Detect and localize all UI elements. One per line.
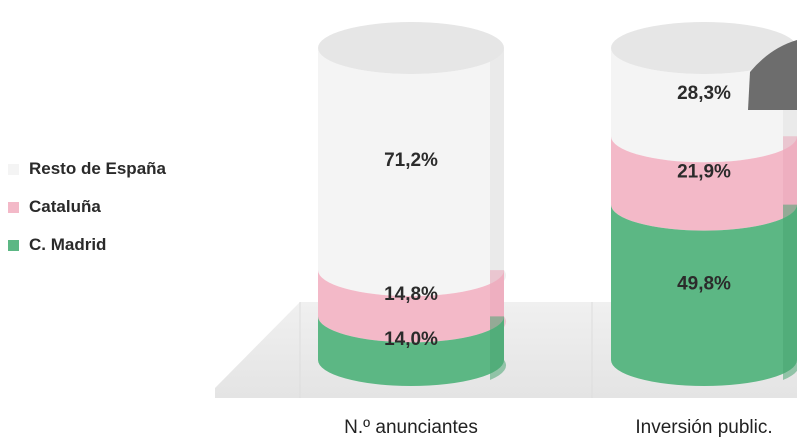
- segment-shade: [783, 204, 797, 380]
- segment-shade: [490, 316, 507, 380]
- legend: Resto de España Cataluña C. Madrid: [8, 150, 166, 264]
- category-label: Inversión public.: [635, 417, 772, 438]
- segment-value-label: 14,0%: [384, 329, 438, 350]
- cylinder-segment: [318, 48, 507, 297]
- segment-side: [318, 316, 504, 386]
- category-label: N.º anunciantes: [344, 417, 478, 438]
- legend-item: Resto de España: [8, 150, 166, 188]
- legend-item: Cataluña: [8, 188, 166, 226]
- segment-value-label: 28,3%: [677, 83, 731, 104]
- segment-side: [318, 48, 504, 297]
- segment-value-label: 71,2%: [384, 150, 438, 171]
- segment-side: [318, 270, 504, 343]
- segment-value-label: 49,8%: [677, 273, 731, 294]
- segment-value-label: 21,9%: [677, 162, 731, 183]
- legend-swatch: [8, 163, 19, 175]
- legend-label: C. Madrid: [29, 235, 107, 254]
- legend-swatch: [8, 239, 19, 251]
- cylinder-segment: [611, 204, 797, 386]
- cylinder-segment: [318, 316, 507, 386]
- cylinder-top: [611, 22, 797, 74]
- cylinder-segment: [611, 136, 797, 231]
- legend-swatch: [8, 201, 19, 213]
- segment-side: [611, 204, 797, 386]
- segment-value-label: 14,8%: [384, 284, 438, 305]
- segment-shade: [490, 48, 507, 291]
- legend-label: Cataluña: [29, 197, 101, 216]
- legend-item: C. Madrid: [8, 226, 166, 264]
- cylinder-top: [318, 22, 504, 74]
- legend-label: Resto de España: [29, 159, 166, 178]
- segment-shade: [783, 136, 797, 225]
- corner-shadow: [748, 40, 797, 110]
- segment-side: [611, 136, 797, 231]
